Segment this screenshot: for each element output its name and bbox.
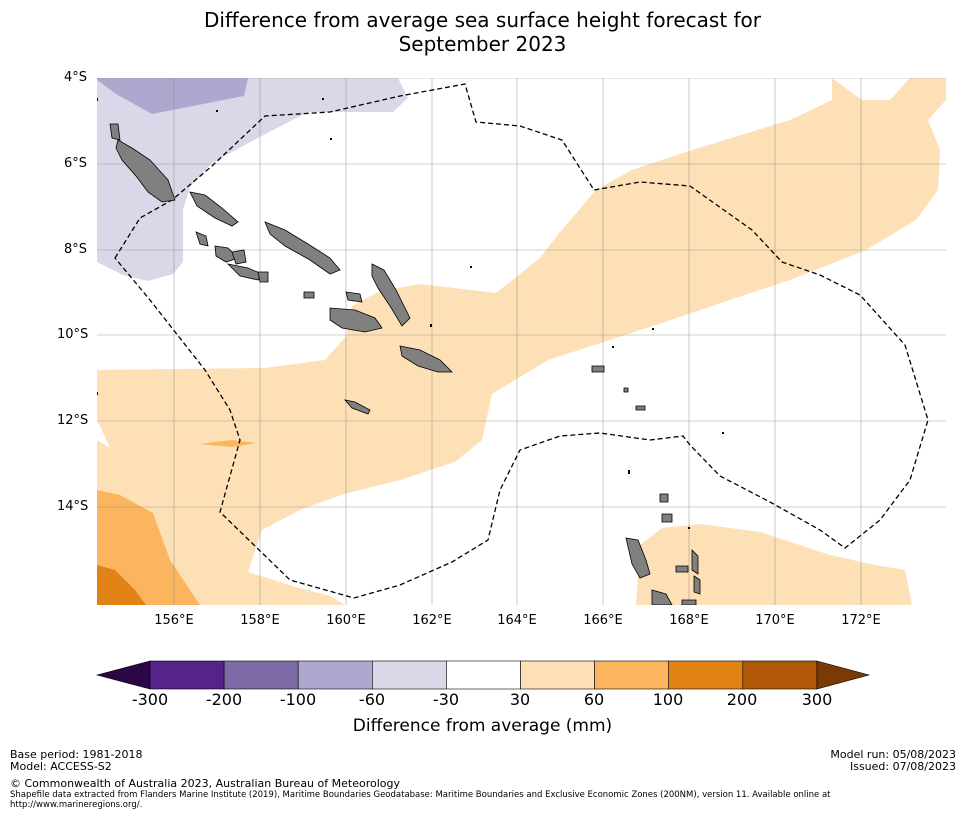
footer-issued: Issued: 07/08/2023 [849,760,956,773]
island-makira [399,345,453,373]
contour-positive-30-60-north [97,78,946,472]
island-new-georgia [195,231,209,247]
colorbar-swatch-4 [371,660,447,690]
footer-model: Model: ACCESS-S2 [10,760,112,773]
island-choiseul [189,191,239,227]
island-new-georgia-2 [214,245,239,263]
colorbar-label-8: 100 [652,690,684,709]
island-espiritu-santo [625,537,651,579]
lat-label-8s: 8°S [64,242,88,257]
colorbar-label-3: -100 [279,690,317,709]
colorbar-label-5: -30 [432,690,460,709]
gridlines [97,78,946,605]
colorbar-swatch-3 [297,660,373,690]
island-malekula [651,589,673,605]
footer-model-run: Model run: 05/08/2023 [830,748,956,761]
colorbar-label-7: 60 [583,690,605,709]
island-santa-isabel [264,221,341,275]
lat-label-14s: 14°S [57,499,89,514]
lat-label-4s: 4°S [64,70,88,85]
colorbar-swatch-8 [668,660,744,690]
island-kolombangara [231,249,247,265]
colorbar-label-2: -200 [205,690,243,709]
colorbar-label-10: 300 [801,690,833,709]
footer-shapefile-line-1: Shapefile data extracted from Flanders M… [10,790,831,800]
island-ambrym [681,599,697,605]
island-vanua-lava [661,513,673,523]
lat-label-12s: 12°S [57,413,89,428]
contour-negative-30-60 [97,78,408,281]
lon-label-160e: 160°E [326,613,366,628]
footer-shapefile-line-2: http://www.marineregions.org/. [10,800,143,810]
island-savo [303,291,315,299]
island-bougainville [115,139,176,203]
island-gaua [659,493,669,503]
lon-label-164e: 164°E [497,613,537,628]
island-russell [257,271,269,283]
lat-label-10s: 10°S [57,327,89,342]
contour-positive-60-100-streak [200,440,256,447]
colorbar-swatch-9 [742,660,818,690]
island-ambae [675,565,689,573]
colorbar-label-6: 30 [509,690,531,709]
island-santa-cruz [591,365,605,373]
footer-copyright: © Commonwealth of Australia 2023, Austra… [10,777,400,790]
sea-height-map [97,78,946,605]
island-malaita [371,263,411,327]
eez-boundary [114,83,929,599]
contour-positive-30-60-southeast [636,524,912,605]
small-islets [97,98,724,529]
title-line-1: Difference from average sea surface heig… [203,8,762,32]
colorbar-label-4: -60 [358,690,386,709]
island-buka [109,123,121,141]
island-rennell [343,399,371,415]
lon-label-162e: 162°E [412,613,452,628]
lon-label-170e: 170°E [755,613,795,628]
lon-label-172e: 172°E [841,613,881,628]
colorbar-swatch-7 [594,660,669,690]
contour-positive-30-60-southwest [97,440,455,605]
island-torres [635,405,646,411]
island-maewo [691,549,699,575]
colorbar-under-arrow [95,660,151,690]
island-guadalcanal [329,307,383,333]
lat-label-6s: 6°S [64,156,88,171]
chart-title: Difference from average sea surface heig… [0,8,965,56]
lon-label-168e: 168°E [669,613,709,628]
colorbar-swatch-2 [223,660,299,690]
lon-label-158e: 158°E [240,613,280,628]
colorbar-swatch-1 [149,660,225,690]
lon-label-166e: 166°E [583,613,623,628]
lon-label-156e: 156°E [154,613,194,628]
colorbar-label-9: 200 [726,690,758,709]
footer-base-period: Base period: 1981-2018 [10,748,143,761]
colorbar-swatch-6 [520,660,595,690]
colorbar-swatch-5 [446,660,521,690]
island-vanikoro [623,387,629,393]
contour-positive-100-200-southwest [97,565,146,605]
colorbar-label-1: -300 [131,690,169,709]
colorbar-title: Difference from average (mm) [352,716,613,736]
land [109,123,701,605]
colorbar-over-arrow [816,660,871,690]
island-pentecost [693,575,701,595]
island-florida [345,291,363,303]
contour-negative-60-100 [97,78,248,114]
title-line-2: September 2023 [398,32,567,56]
